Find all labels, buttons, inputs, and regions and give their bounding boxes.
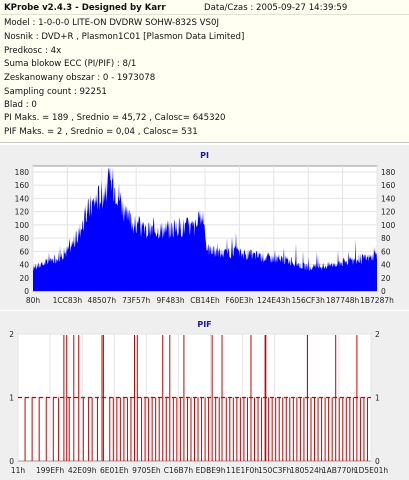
pi-ytick-left: 100 <box>15 221 30 230</box>
pif-xtick: 150C3Fh <box>258 466 292 475</box>
pi-ytick-left: 40 <box>19 261 29 270</box>
pi-xtick: F60E3h <box>225 296 253 305</box>
pif-xtick: 42E09h <box>68 466 97 475</box>
pi-ytick-left: 120 <box>15 208 30 217</box>
pi-ytick-right: 40 <box>381 261 391 270</box>
pi-ytick-left: 160 <box>15 181 30 190</box>
pi-xtick: CB14Eh <box>190 296 220 305</box>
pif-ytick-left: 0 <box>9 457 14 466</box>
pif-xtick: EDBE9h <box>196 466 226 475</box>
info-pi-stats: PI Maks. = 189 , Srednio = 45,72 , Calos… <box>4 113 226 123</box>
pi-ytick-right: 0 <box>381 287 386 296</box>
pif-ytick-left: 1 <box>9 394 14 403</box>
pi-ytick-right: 180 <box>381 168 396 177</box>
pi-ytick-right: 60 <box>381 247 391 256</box>
pi-xtick: 187748h <box>326 296 360 305</box>
pi-ytick-left: 20 <box>19 274 29 283</box>
pi-ytick-right: 140 <box>381 194 396 203</box>
info-predkosc: Predkosc : 4x <box>4 46 62 56</box>
pi-chart-title: PI <box>200 151 209 160</box>
pi-xtick: 124E43h <box>257 296 291 305</box>
pif-ytick-right: 2 <box>375 330 380 339</box>
pi-chart-panel: PI 0 0 20 20 40 40 60 60 80 80 100 100 120 120 140 140 1… <box>0 145 409 310</box>
pif-xtick: 11E1F0h <box>226 466 259 475</box>
pif-chart: 0 0 1 1 2 2 11h 199EFh 42E09h 6E01Eh 9705Eh C16B7h E… <box>9 330 389 475</box>
pif-ytick-right: 0 <box>375 457 380 466</box>
pi-ytick-right: 120 <box>381 208 396 217</box>
pif-ytick-right: 1 <box>375 394 380 403</box>
pi-xtick: 73F57h <box>122 296 150 305</box>
pi-ytick-left: 60 <box>19 247 29 256</box>
pi-ytick-right: 100 <box>381 221 396 230</box>
pif-chart-panel: PIF 0 0 1 1 2 2 11h 199EFh 42E09h 6E01Eh 9705Eh C16… <box>0 311 409 480</box>
pi-ytick-left: 140 <box>15 194 30 203</box>
pif-chart-title: PIF <box>197 320 212 329</box>
pi-ytick-left: 0 <box>24 287 29 296</box>
pi-ytick-right: 160 <box>381 181 396 190</box>
pi-ytick-left: 80 <box>19 234 29 243</box>
pi-xtick: 1B7287h <box>360 296 394 305</box>
pi-ytick-right: 20 <box>381 274 391 283</box>
pi-xtick: 1CC83h <box>53 296 83 305</box>
pif-xtick: 9705Eh <box>132 466 161 475</box>
pif-xtick: 1D5E01h <box>354 466 389 475</box>
pif-xtick: 1AB770h <box>322 466 356 475</box>
pif-xtick: 11h <box>11 466 26 475</box>
info-pif-stats: PIF Maks. = 2 , Srednio = 0,04 , Calosc=… <box>4 127 198 137</box>
pi-xtick: 9F483h <box>157 296 185 305</box>
pi-xtick: 156CF3h <box>291 296 325 305</box>
pif-xtick: 199EFh <box>36 466 64 475</box>
info-sampling: Sampling count : 92251 <box>4 87 107 97</box>
pif-ytick-left: 2 <box>9 330 14 339</box>
separator <box>0 14 409 15</box>
info-nosnik: Nosnik : DVD+R , Plasmon1C01 [Plasmon Da… <box>4 32 245 42</box>
pi-ytick-right: 80 <box>381 234 391 243</box>
pif-xtick: C16B7h <box>164 466 194 475</box>
pi-xtick: 48507h <box>87 296 116 305</box>
pif-xtick: 6E01Eh <box>100 466 129 475</box>
pi-ytick-left: 180 <box>15 168 30 177</box>
info-obszar: Zeskanowany obszar : 0 - 1973078 <box>4 73 156 83</box>
info-panel: KProbe v2.4.3 - Designed by Karr Data/Cz… <box>0 0 409 143</box>
scan-date: Data/Czas : 2005-09-27 14:39:59 <box>204 3 348 13</box>
info-blad: Blad : 0 <box>4 100 37 110</box>
app-title: KProbe v2.4.3 - Designed by Karr <box>4 3 166 13</box>
pif-xtick: 180524h <box>290 466 324 475</box>
pi-xtick: 80h <box>26 296 41 305</box>
info-suma: Suma blokow ECC (PI/PIF) : 8/1 <box>4 59 137 69</box>
pi-chart: 0 0 20 20 40 40 60 60 80 80 100 100 120 120 140 140 160 1… <box>15 165 396 305</box>
pi-series-area <box>33 166 377 291</box>
info-model: Model : 1-0-0-0 LITE-ON DVDRW SOHW-832S … <box>4 18 220 28</box>
